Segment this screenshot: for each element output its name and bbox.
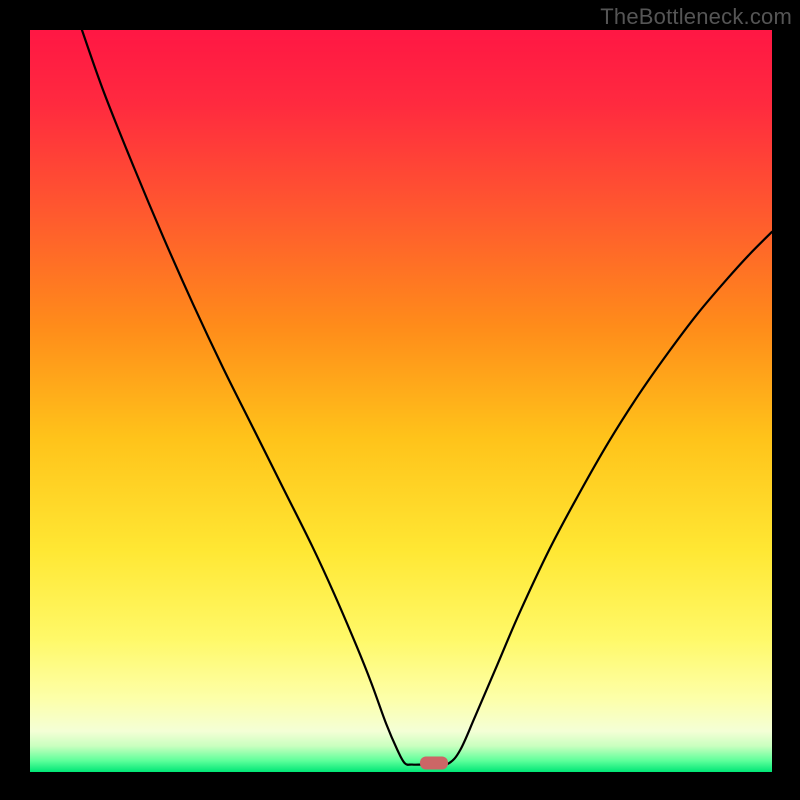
curve-path: [82, 30, 772, 765]
optimum-marker: [420, 757, 448, 770]
bottleneck-curve: [30, 30, 772, 772]
plot-area: [30, 30, 772, 772]
chart-container: TheBottleneck.com: [0, 0, 800, 800]
attribution-watermark: TheBottleneck.com: [600, 4, 792, 30]
